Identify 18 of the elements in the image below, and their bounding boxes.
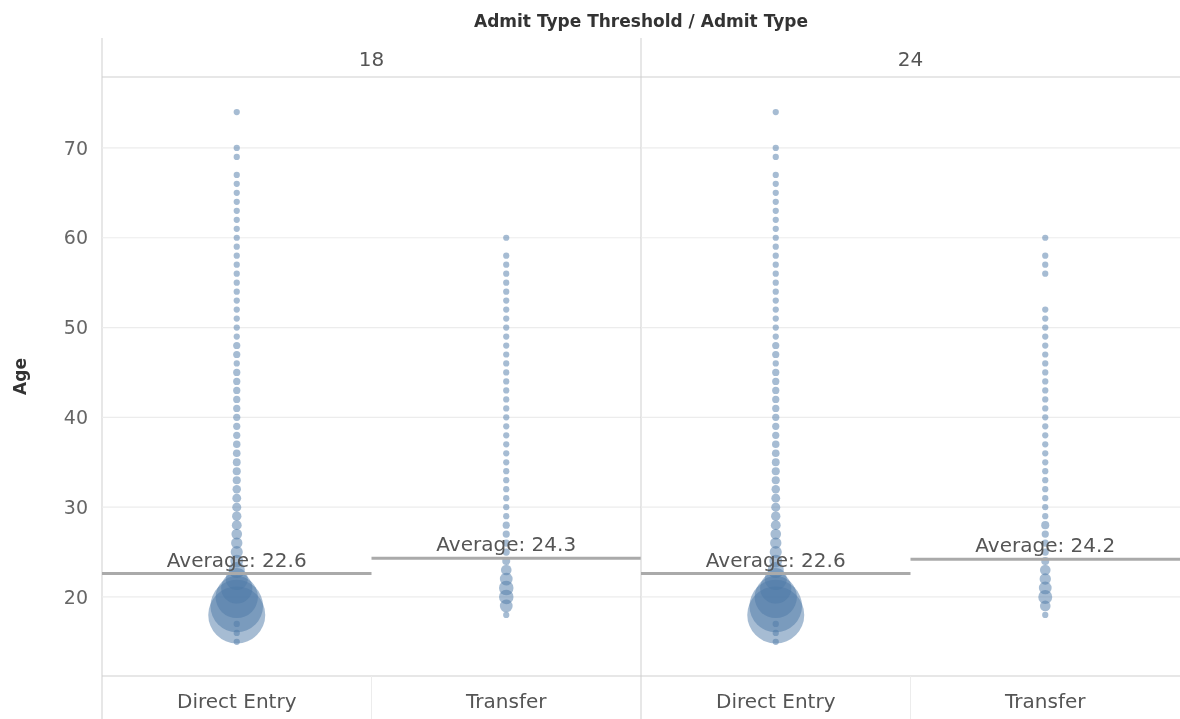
chart-title: 24 — [897, 47, 924, 71]
ref-line-label: Average: 24.2 — [975, 533, 1116, 558]
y-tick-label: 50 — [63, 316, 88, 339]
y-tick-label: 70 — [63, 136, 88, 159]
x-tick-label: Direct Entry — [177, 689, 297, 713]
ref-line-label: Average: 22.6 — [705, 547, 846, 572]
text: Admit Type Threshold / Admit Type — [473, 11, 809, 31]
ref-line-label: Average: 24.3 — [436, 532, 577, 557]
y-tick-label: 20 — [63, 585, 88, 608]
chart-title: 18 — [358, 47, 385, 71]
x-tick-label: Transfer — [1004, 689, 1087, 713]
x-tick-label: Transfer — [465, 689, 548, 713]
ref-line-label: Average: 22.6 — [166, 547, 307, 572]
y-axis-title: Age — [10, 358, 30, 395]
x-tick-label: Direct Entry — [716, 689, 836, 713]
y-tick-label: 60 — [63, 226, 88, 249]
y-tick-label: 40 — [63, 406, 88, 429]
y-tick-label: 30 — [63, 495, 88, 518]
